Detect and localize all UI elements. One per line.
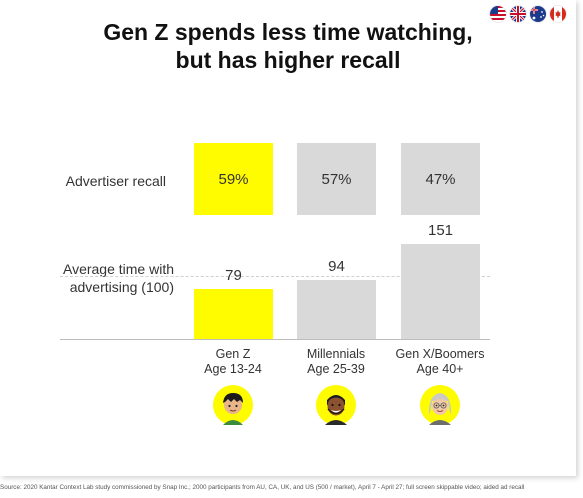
time-row-label: Average time with advertising (100) xyxy=(30,260,174,296)
time-bar-boomers xyxy=(401,243,480,339)
time-value-millennials: 94 xyxy=(328,257,345,275)
category-name-boomers: Gen X/Boomers xyxy=(395,347,485,361)
category-name-millennials: Millennials xyxy=(306,347,366,361)
category-age-boomers: Age 40+ xyxy=(416,362,464,376)
canada-flag-icon[interactable] xyxy=(550,6,566,22)
recall-value-gen-z: 59% xyxy=(218,170,249,188)
gen-z-avatar-icon xyxy=(213,385,253,425)
category-age-gen-z: Age 13-24 xyxy=(204,362,262,376)
title-line-2: but has higher recall xyxy=(175,47,401,73)
recall-box-boomers: 47% xyxy=(401,143,480,215)
chart-title: Gen Z spends less time watching, but has… xyxy=(0,18,576,74)
boomer-avatar-icon xyxy=(420,385,460,425)
chart-baseline xyxy=(60,339,490,340)
time-row-label-line-1: Average time with xyxy=(62,261,174,277)
australia-flag-icon[interactable] xyxy=(530,6,546,22)
source-note: Source: 2020 Kantar Context Lab study co… xyxy=(0,484,525,491)
recall-row-label: Advertiser recall xyxy=(65,173,166,189)
category-label-gen-z: Gen Z Age 13-24 xyxy=(178,347,288,377)
reference-line-100 xyxy=(60,276,490,277)
category-age-millennials: Age 25-39 xyxy=(307,362,365,376)
time-bar-millennials xyxy=(297,279,376,339)
title-line-1: Gen Z spends less time watching, xyxy=(103,19,473,45)
time-bar-gen-z xyxy=(194,289,273,339)
time-value-gen-z: 79 xyxy=(225,267,242,285)
category-label-millennials: Millennials Age 25-39 xyxy=(281,347,391,377)
recall-box-gen-z: 59% xyxy=(194,143,273,215)
recall-value-millennials: 57% xyxy=(321,170,352,188)
category-label-boomers: Gen X/Boomers Age 40+ xyxy=(385,347,495,377)
us-flag-icon[interactable] xyxy=(490,6,506,22)
recall-value-boomers: 47% xyxy=(425,170,456,188)
region-flags xyxy=(490,6,566,22)
time-row-label-line-2: advertising (100) xyxy=(69,279,174,295)
time-value-boomers: 151 xyxy=(427,221,454,239)
recall-box-millennials: 57% xyxy=(297,143,376,215)
chart-card: Gen Z spends less time watching, but has… xyxy=(0,6,576,425)
millennial-avatar-icon xyxy=(316,385,356,425)
category-name-gen-z: Gen Z xyxy=(215,347,251,361)
